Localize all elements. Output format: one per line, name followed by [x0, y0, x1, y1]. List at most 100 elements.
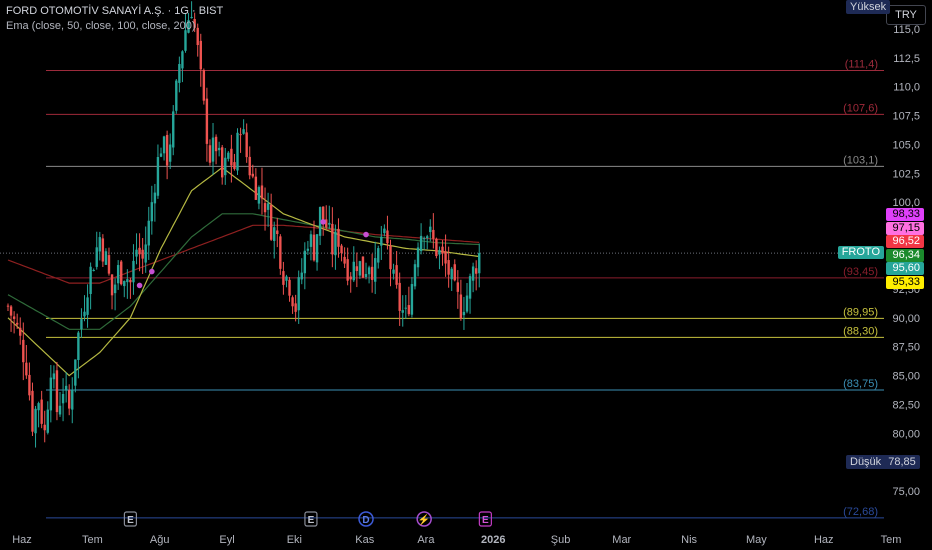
signal-marker: [136, 282, 143, 289]
y-tick-label: 110,0: [893, 82, 920, 94]
candle-body: [184, 30, 187, 51]
candle-body: [334, 231, 337, 256]
candle-body: [28, 374, 31, 396]
candle-body: [441, 246, 444, 254]
candle-body: [355, 266, 359, 272]
candle-body: [6, 305, 10, 307]
candle-body: [419, 235, 423, 252]
candle-body: [395, 265, 398, 285]
y-tick-label: 100,0: [892, 197, 920, 209]
candle-body: [126, 279, 129, 283]
y-tick-label: 80,00: [892, 428, 920, 440]
candle-body: [285, 276, 288, 281]
candle-body: [392, 269, 395, 274]
candle-body: [248, 156, 251, 176]
candle-body: [340, 245, 343, 254]
candle-body: [349, 276, 352, 280]
level-label: (83,75): [843, 378, 878, 390]
candle-body: [374, 258, 377, 282]
candle-body: [328, 222, 331, 225]
event-letter: E: [482, 515, 489, 526]
level-label: (93,45): [843, 266, 878, 278]
x-tick-label: Şub: [551, 534, 571, 546]
price-tag: 95,60: [886, 262, 924, 275]
candle-body: [86, 297, 89, 315]
candle-body: [383, 228, 386, 234]
x-tick-label: Eyl: [219, 534, 234, 546]
candle-body: [132, 260, 135, 283]
y-tick-label: 115,0: [893, 24, 920, 36]
candle-body: [135, 249, 138, 257]
candle-body: [12, 316, 16, 319]
indicator-legend[interactable]: Ema (close, 50, close, 100, close, 200): [6, 20, 196, 32]
candle-body: [175, 80, 178, 111]
level-label: (107,6): [843, 102, 878, 114]
candle-body: [444, 251, 447, 264]
candle-body: [80, 319, 83, 330]
candle-body: [233, 162, 236, 170]
candle-body: [138, 247, 141, 255]
candle-body: [144, 244, 147, 263]
candle-body: [276, 230, 279, 235]
candle-body: [306, 248, 310, 251]
candle-body: [199, 40, 202, 70]
candle-body: [309, 234, 313, 247]
candle-body: [208, 145, 212, 163]
candle-body: [104, 251, 108, 265]
x-tick-label: Haz: [814, 534, 834, 546]
symbol-title: FORD OTOMOTİV SANAYİ A.Ş. · 1G · BIST: [6, 5, 224, 17]
candle-body: [110, 274, 114, 296]
y-tick-label: 102,5: [892, 168, 920, 180]
candle-body: [266, 203, 270, 210]
split-icon: [416, 511, 432, 527]
candle-body: [239, 134, 242, 136]
level-label: (88,30): [843, 325, 878, 337]
candle-body: [407, 305, 411, 315]
y-tick-label: 105,0: [892, 139, 920, 151]
candle-body: [34, 408, 37, 434]
candle-body: [172, 111, 175, 148]
currency-button[interactable]: TRY: [886, 5, 926, 25]
candle-body: [273, 227, 276, 241]
candle-body: [389, 245, 392, 270]
candle-body: [331, 223, 334, 255]
y-tick-label: 107,5: [892, 111, 920, 123]
candle-body: [413, 264, 417, 287]
level-label: (103,1): [843, 154, 878, 166]
candle-body: [321, 206, 325, 222]
candle-body: [221, 147, 224, 178]
candle-body: [156, 157, 160, 196]
time-axis[interactable]: Haz Tem Ağu Eyl Eki Kas Ara 2026 Şub Mar Nis May Haz…: [12, 534, 901, 546]
event-letter: E: [308, 515, 315, 526]
candle-body: [471, 266, 475, 281]
high-label: Yüksek: [846, 0, 891, 14]
candle-body: [263, 203, 267, 213]
level-label: (111,4): [845, 58, 878, 70]
level-label: (72,68): [843, 506, 878, 518]
candle-body: [251, 173, 254, 177]
candle-body: [352, 261, 355, 281]
x-tick-label: Mar: [612, 534, 631, 546]
candle-body: [40, 399, 43, 424]
candle-body: [386, 230, 389, 244]
candle-body: [98, 237, 101, 252]
candle-body: [162, 136, 166, 154]
candle-body: [141, 249, 144, 259]
candle-body: [190, 16, 193, 19]
event-icons[interactable]: E E D ⚡ E: [123, 511, 492, 527]
candle-body: [453, 264, 456, 281]
candle-body: [116, 265, 120, 284]
candle-body: [9, 306, 13, 316]
earnings-icon: [478, 511, 492, 527]
candle-body: [49, 377, 53, 411]
price-tag: 98,33: [886, 208, 924, 221]
candle-body: [25, 362, 28, 376]
y-tick-label: 75,00: [892, 486, 920, 498]
candle-body: [269, 205, 273, 240]
candle-body: [361, 256, 365, 278]
candle-body: [205, 98, 209, 144]
candle-body: [404, 307, 407, 309]
candle-body: [15, 322, 19, 325]
candle-body: [68, 390, 71, 409]
